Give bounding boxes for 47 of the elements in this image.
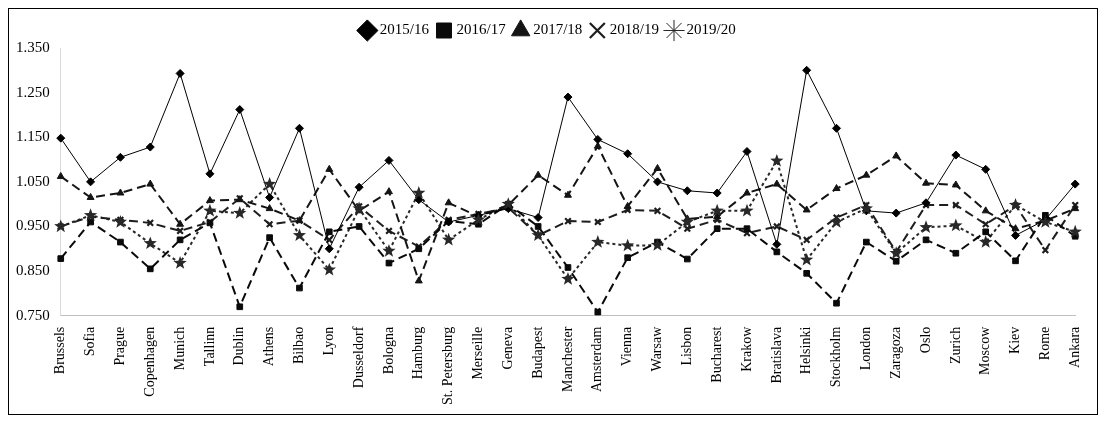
legend-label: 2017/18 [533, 21, 583, 38]
x-tick-label: Athens [261, 326, 277, 367]
x-tick-label: Manchester [559, 326, 575, 393]
x-tick-label: Bologna [380, 325, 396, 375]
x-tick-label: Tallinn [201, 326, 217, 367]
x-tick-label: Dublin [231, 326, 247, 366]
x-tick-label: London [858, 326, 874, 371]
x-tick-label: Zurich [947, 326, 963, 365]
x-tick-label: Helsinki [798, 326, 814, 375]
x-tick-label: Krakow [738, 325, 754, 372]
x-tick-label: Bucharest [708, 326, 724, 383]
x-tick-label: Vienna [619, 325, 635, 367]
y-tick-label: 0.750 [16, 306, 50, 323]
y-tick-label: 0.850 [16, 262, 50, 279]
x-tick-label: Oslo [917, 326, 933, 354]
x-tick-label: Munich [171, 326, 187, 371]
x-tick-label: Budapest [529, 326, 545, 379]
x-tick-label: Bilbao [291, 326, 307, 365]
x-tick-label: Lyon [320, 326, 336, 356]
legend-label: 2018/19 [609, 21, 660, 38]
x-tick-label: Sofia [82, 325, 98, 357]
x-tick-label: Stockholm [828, 326, 844, 388]
x-tick-label: Amsterdam [589, 326, 605, 393]
x-tick-label: Zaragoza [887, 325, 903, 379]
y-tick-label: 1.050 [16, 172, 50, 189]
y-tick-label: 1.250 [16, 83, 50, 100]
x-tick-label: St. Petersburg [440, 326, 456, 406]
y-tick-label: 0.950 [16, 217, 50, 234]
x-tick-label: Hamburg [410, 326, 426, 380]
y-tick-label: 1.350 [16, 38, 50, 55]
x-tick-label: Rome [1037, 326, 1053, 361]
x-tick-label: Lisbon [678, 326, 694, 366]
x-tick-label: Copenhagen [141, 326, 157, 397]
x-tick-label: Merseille [470, 326, 486, 380]
x-tick-label: Ankara [1066, 325, 1082, 368]
y-tick-label: 1.150 [16, 128, 50, 145]
x-tick-label: Kiev [1007, 326, 1023, 354]
x-tick-label: Warsaw [649, 325, 665, 372]
x-tick-label: Prague [112, 326, 128, 366]
x-tick-label: Bratislava [768, 325, 784, 384]
x-tick-label: Moscow [977, 325, 993, 375]
x-tick-label: Dusseldorf [350, 326, 366, 389]
legend-label: 2016/17 [456, 21, 507, 38]
x-tick-label: Geneva [499, 325, 515, 370]
legend-label: 2015/16 [379, 21, 430, 38]
legend-label: 2019/20 [686, 21, 736, 38]
x-tick-label: Brussels [52, 326, 68, 375]
